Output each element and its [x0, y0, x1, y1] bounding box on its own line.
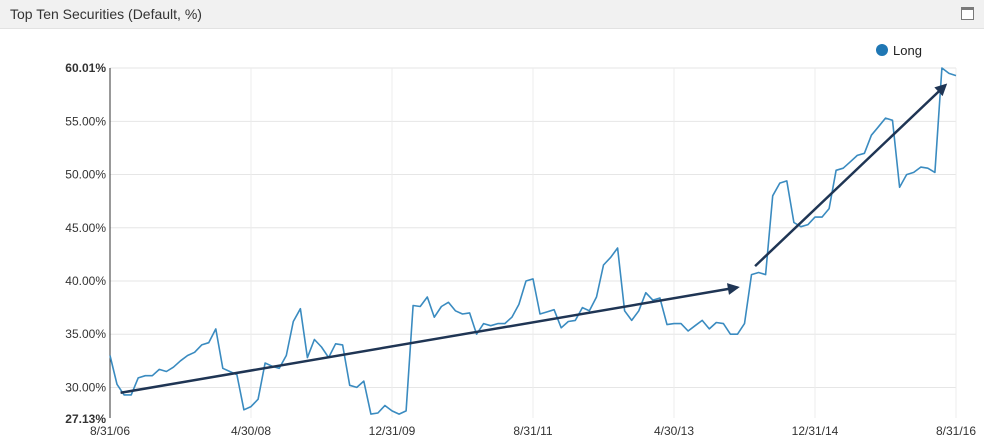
- y-tick-label: 55.00%: [65, 114, 106, 128]
- x-tick-label: 12/31/14: [792, 424, 839, 438]
- y-tick-label: 50.00%: [65, 168, 106, 182]
- legend-label-long[interactable]: Long: [893, 43, 922, 58]
- trend-arrow-2: [754, 83, 948, 268]
- chart-annotations: [120, 83, 948, 395]
- y-tick-label: 40.00%: [65, 274, 106, 288]
- x-tick-label: 8/31/11: [513, 424, 552, 438]
- x-tick-label: 8/31/06: [90, 424, 130, 438]
- trend-arrow-1: [120, 283, 740, 395]
- y-tick-label: 45.00%: [65, 221, 106, 235]
- x-tick-label: 4/30/08: [231, 424, 271, 438]
- chart-tick-labels: 30.00% 35.00% 40.00% 45.00% 50.00% 55.00% 60.0…: [65, 61, 976, 438]
- panel-title: Top Ten Securities (Default, %): [10, 6, 202, 22]
- y-max-label: 60.01%: [65, 61, 106, 75]
- x-tick-label: 12/31/09: [369, 424, 416, 438]
- chart-grid: [109, 67, 957, 418]
- chart-series: [109, 67, 957, 415]
- y-min-label: 27.13%: [65, 412, 106, 426]
- series-line-long: [109, 67, 957, 415]
- maximize-window-icon[interactable]: [961, 7, 974, 20]
- x-tick-label: 4/30/13: [654, 424, 694, 438]
- chart-legend[interactable]: Long: [876, 43, 922, 58]
- panel-header: Top Ten Securities (Default, %): [0, 0, 984, 29]
- x-tick-label: 8/31/16: [936, 424, 976, 438]
- y-tick-label: 35.00%: [65, 327, 106, 341]
- y-tick-label: 30.00%: [65, 380, 106, 394]
- legend-marker-long[interactable]: [876, 44, 888, 56]
